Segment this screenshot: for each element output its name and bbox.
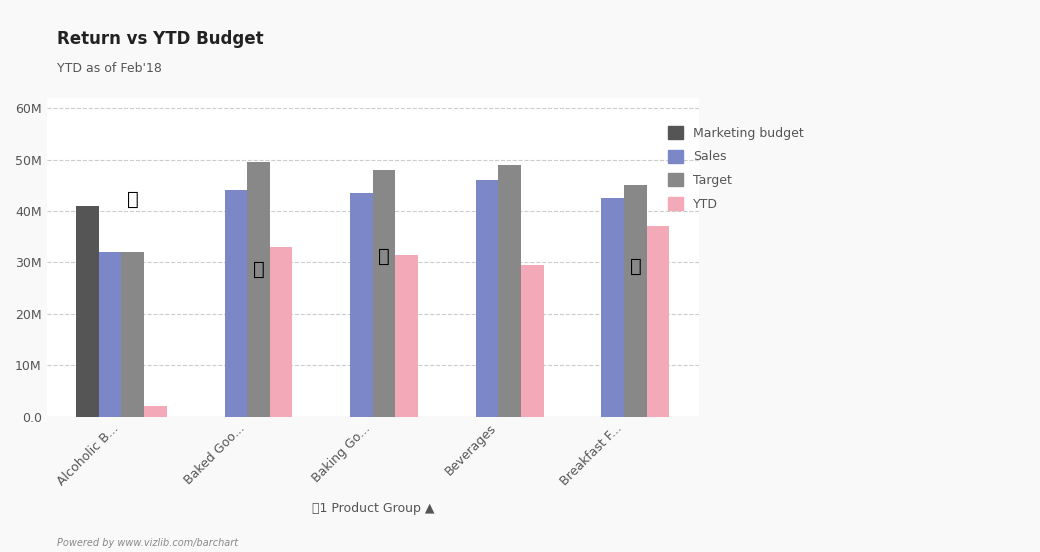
- Bar: [498, 164, 521, 417]
- Text: 🐦: 🐦: [379, 247, 390, 266]
- Bar: [99, 252, 122, 417]
- Text: YTD as of Feb'18: YTD as of Feb'18: [57, 62, 162, 75]
- Bar: [76, 206, 99, 417]
- Bar: [248, 162, 269, 417]
- Bar: [145, 406, 166, 417]
- Bar: [395, 254, 418, 417]
- Bar: [350, 193, 372, 417]
- Bar: [122, 252, 145, 417]
- Bar: [476, 180, 498, 417]
- Text: 🐦: 🐦: [253, 259, 264, 279]
- Bar: [624, 185, 647, 417]
- Bar: [601, 198, 624, 417]
- Bar: [269, 247, 292, 417]
- Bar: [647, 226, 670, 417]
- Text: 🐦: 🐦: [629, 257, 642, 276]
- X-axis label: ␱1 Product Group ▲: ␱1 Product Group ▲: [312, 502, 434, 515]
- Text: Powered by www.vizlib.com/barchart: Powered by www.vizlib.com/barchart: [57, 539, 238, 549]
- Bar: [225, 190, 248, 417]
- Legend: Marketing budget, Sales, Target, YTD: Marketing budget, Sales, Target, YTD: [661, 120, 810, 217]
- Bar: [372, 170, 395, 417]
- Text: Return vs YTD Budget: Return vs YTD Budget: [57, 30, 264, 48]
- Text: 🐦: 🐦: [127, 190, 138, 209]
- Bar: [521, 265, 544, 417]
